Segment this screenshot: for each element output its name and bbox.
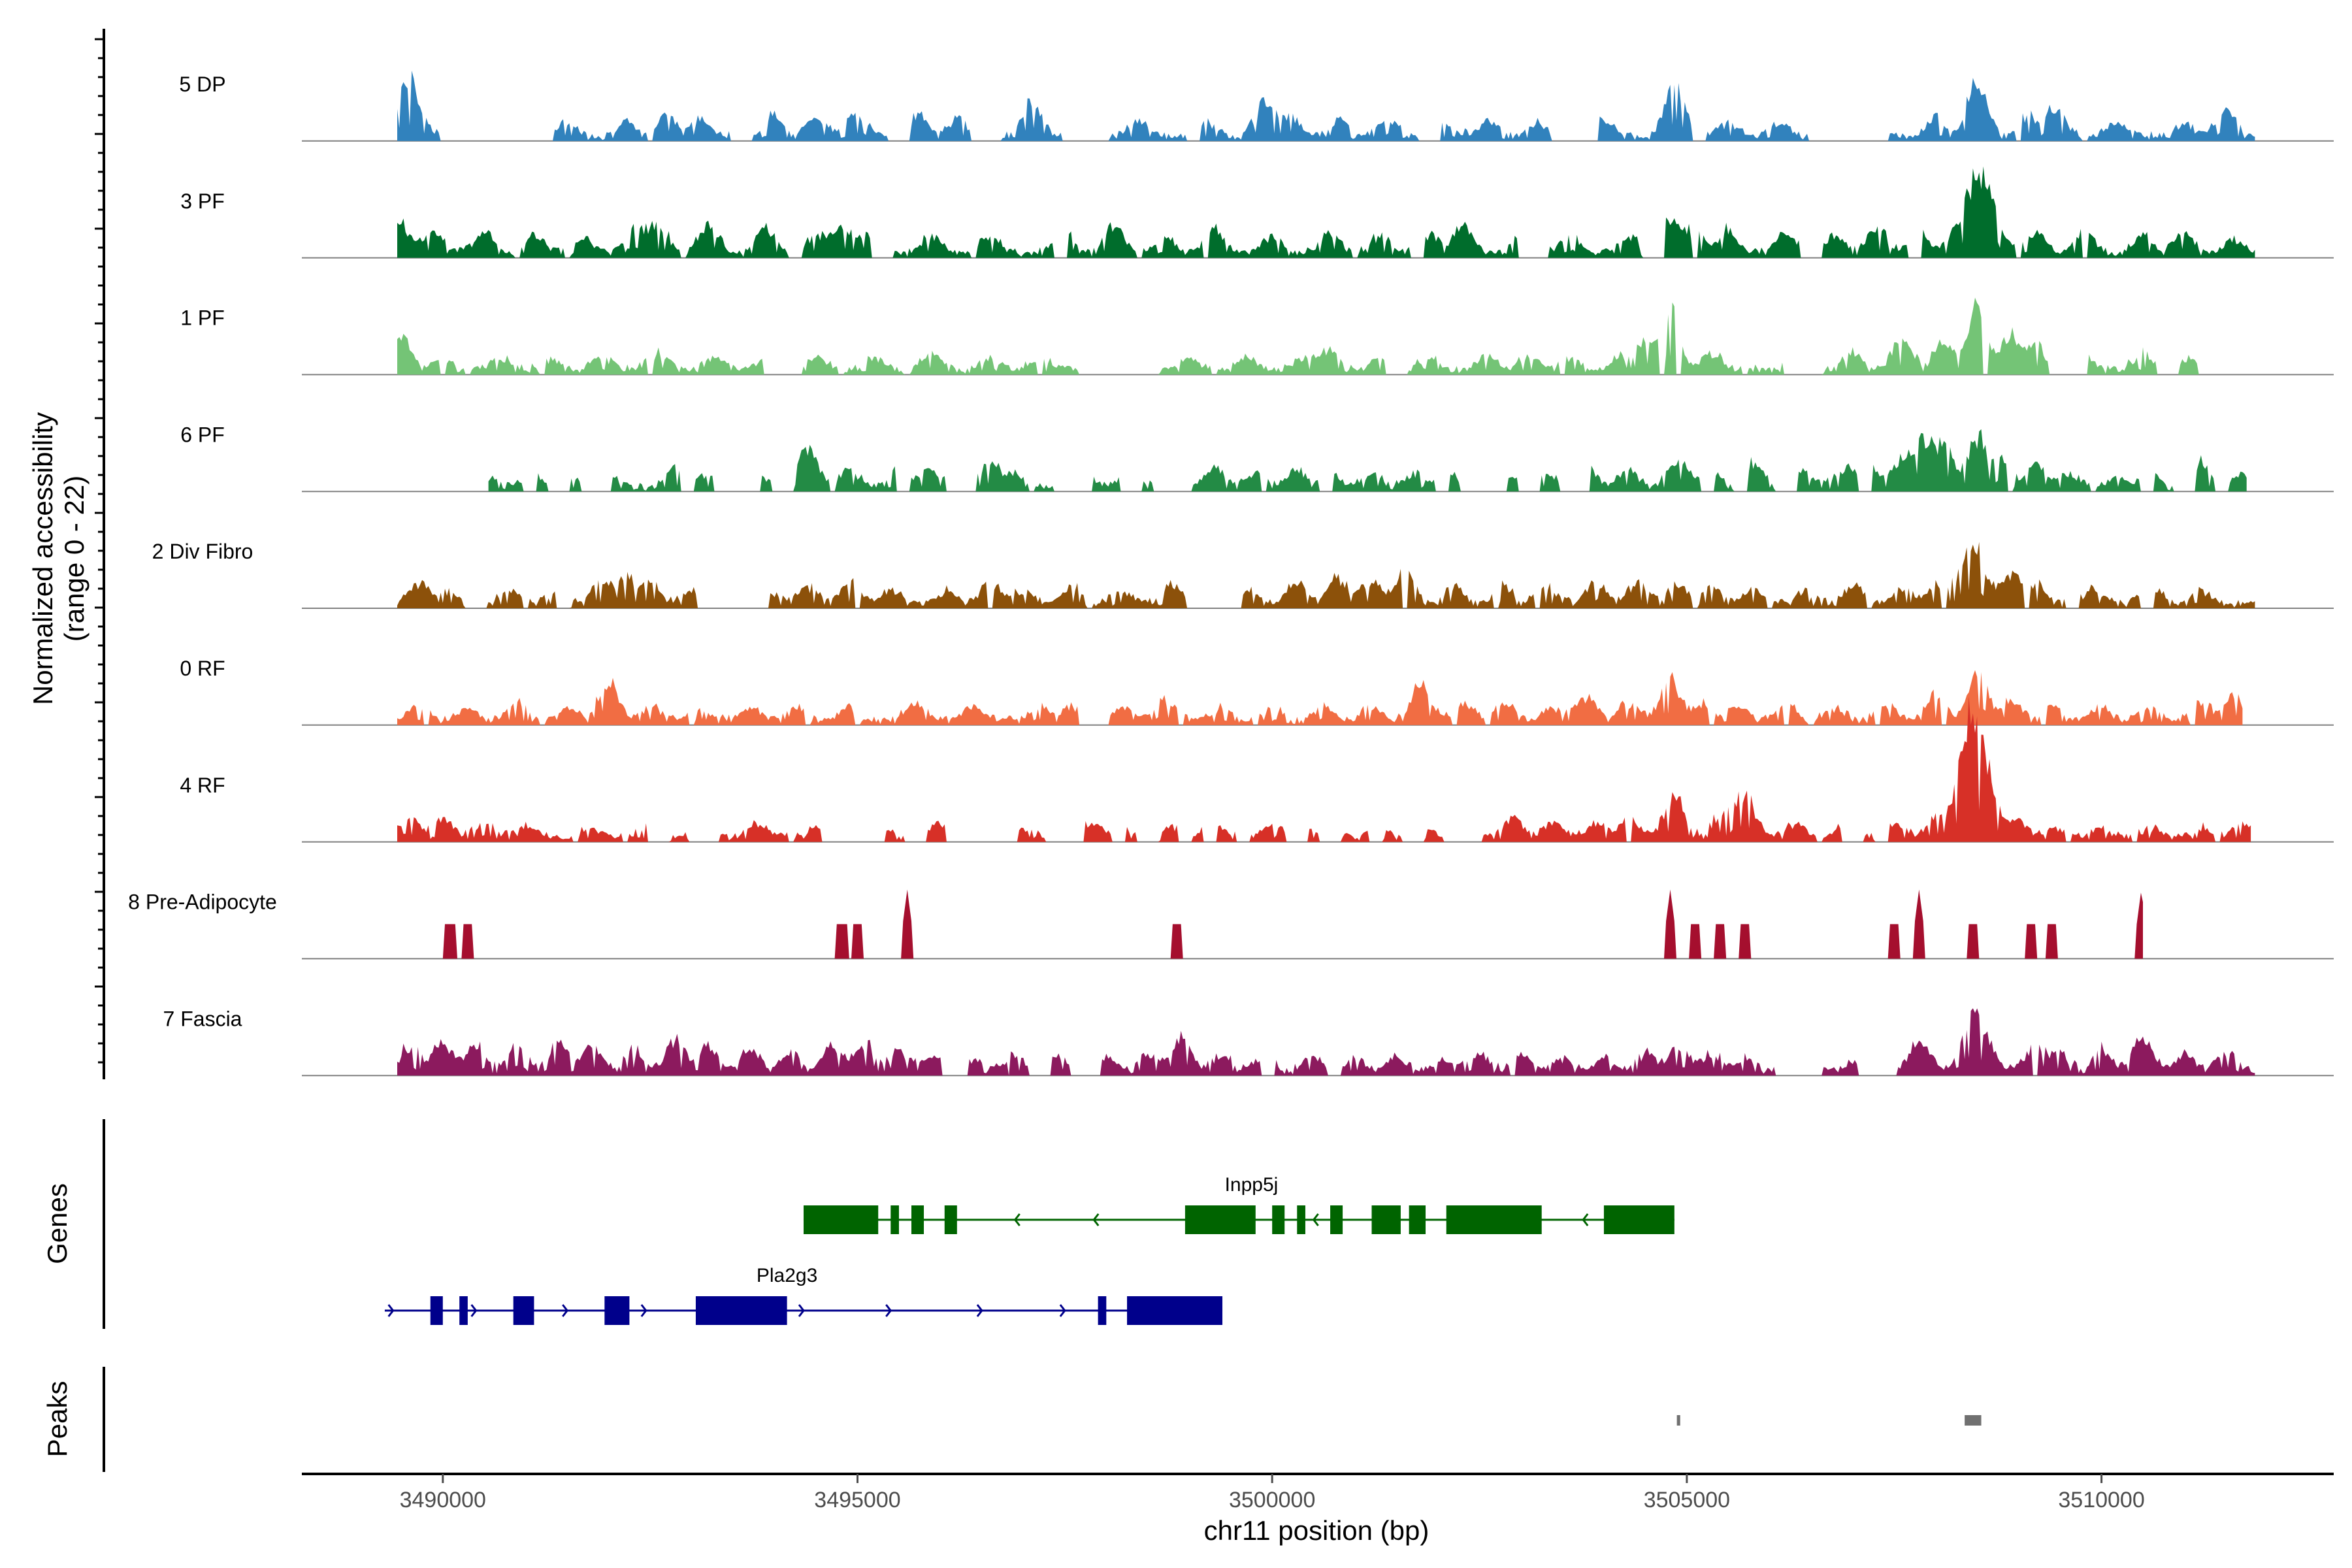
coverage-y-axis-title-line2: (range 0 - 22) <box>59 476 90 642</box>
coverage-area <box>488 429 2247 492</box>
track-label: 1 PF <box>180 306 225 330</box>
gene-exon <box>604 1296 630 1325</box>
gene-exon <box>459 1296 468 1325</box>
gene-exon <box>1446 1205 1542 1234</box>
gene-exon <box>1371 1205 1401 1234</box>
gene-exon <box>1297 1205 1305 1234</box>
gene-exon <box>513 1296 534 1325</box>
coverage-area <box>397 670 2243 725</box>
strand-arrow <box>1582 1213 1589 1226</box>
track-label: 6 PF <box>180 423 225 446</box>
gene-exon <box>803 1205 879 1234</box>
coverage-y-axis-title-line1: Normalized accessibility <box>27 412 58 705</box>
strand-arrow <box>976 1304 983 1317</box>
gene-exon <box>1272 1205 1285 1234</box>
x-axis-title: chr11 position (bp) <box>1204 1515 1429 1546</box>
coverage-area <box>397 542 2255 608</box>
gene-exon <box>1409 1205 1426 1234</box>
track-0-rf: 0 RF <box>180 657 2334 726</box>
coverage-tracks: 5 DP 3 PF 1 PF 6 PF 2 Div Fibro 0 RF 4 RF 8 Pre… <box>128 71 2334 1077</box>
coverage-area <box>397 297 2255 375</box>
track-8-pre-adipocyte: 8 Pre-Adipocyte <box>128 889 2334 960</box>
strand-arrow <box>1013 1213 1021 1226</box>
strand-arrow <box>1312 1213 1319 1226</box>
coverage-y-axis-ticks <box>95 38 104 1064</box>
gene-inpp5j: Inpp5j <box>803 1174 1674 1234</box>
track-5-dp: 5 DP <box>179 71 2334 142</box>
gene-exon <box>890 1205 899 1234</box>
gene-exon <box>1603 1205 1674 1234</box>
track-2-div-fibro: 2 Div Fibro <box>152 540 2334 609</box>
peak-region <box>1965 1415 1982 1426</box>
x-axis-tick-label: 3505000 <box>1644 1488 1730 1512</box>
track-label: 2 Div Fibro <box>152 540 253 563</box>
x-axis-tick-label: 3490000 <box>400 1488 486 1512</box>
strand-arrow <box>1059 1304 1066 1317</box>
gene-name-label: Pla2g3 <box>757 1265 817 1286</box>
genes-panel-title: Genes <box>42 1183 73 1264</box>
peaks-panel-title: Peaks <box>42 1381 73 1458</box>
track-7-fascia: 7 Fascia <box>163 1007 2334 1077</box>
x-axis-tick-label: 3495000 <box>814 1488 900 1512</box>
gene-pla2g3: Pla2g3 <box>384 1265 1223 1325</box>
strand-arrow <box>798 1304 805 1317</box>
gene-exon <box>944 1205 957 1234</box>
coverage-area <box>442 889 2143 959</box>
coverage-area <box>397 71 2255 141</box>
track-label: 0 RF <box>180 657 225 680</box>
gene-exon <box>1184 1205 1256 1234</box>
gene-annotations: Inpp5j Pla2g3 <box>384 1174 1674 1325</box>
peak-region <box>1676 1415 1680 1426</box>
gene-exon <box>430 1296 443 1325</box>
track-label: 5 DP <box>179 73 225 96</box>
track-1-pf: 1 PF <box>180 297 2334 376</box>
strand-arrow <box>470 1304 478 1317</box>
coverage-area <box>397 1008 2255 1076</box>
track-label: 8 Pre-Adipocyte <box>128 890 277 914</box>
strand-arrow <box>387 1304 395 1317</box>
strand-arrow <box>1092 1213 1100 1226</box>
track-4-rf: 4 RF <box>180 696 2334 843</box>
x-axis-tick-label: 3510000 <box>2058 1488 2144 1512</box>
track-3-pf: 3 PF <box>180 166 2334 259</box>
gene-exon <box>911 1205 924 1234</box>
track-6-pf: 6 PF <box>180 423 2334 493</box>
gene-exon <box>1098 1296 1107 1325</box>
x-axis-tick-label: 3500000 <box>1229 1488 1315 1512</box>
coverage-area <box>397 166 2255 258</box>
strand-arrow <box>562 1304 569 1317</box>
track-label: 3 PF <box>180 189 225 213</box>
track-label: 7 Fascia <box>163 1007 242 1030</box>
track-label: 4 RF <box>180 774 225 797</box>
x-axis-ticks: 3490000 3495000 3500000 3505000 3510000 <box>400 1474 2145 1512</box>
gene-name-label: Inpp5j <box>1225 1174 1279 1196</box>
gene-exon <box>1127 1296 1223 1325</box>
gene-exon <box>695 1296 787 1325</box>
peak-regions <box>1676 1415 1982 1426</box>
strand-arrow <box>885 1304 892 1317</box>
strand-arrow <box>640 1304 647 1317</box>
gene-exon <box>1330 1205 1343 1234</box>
